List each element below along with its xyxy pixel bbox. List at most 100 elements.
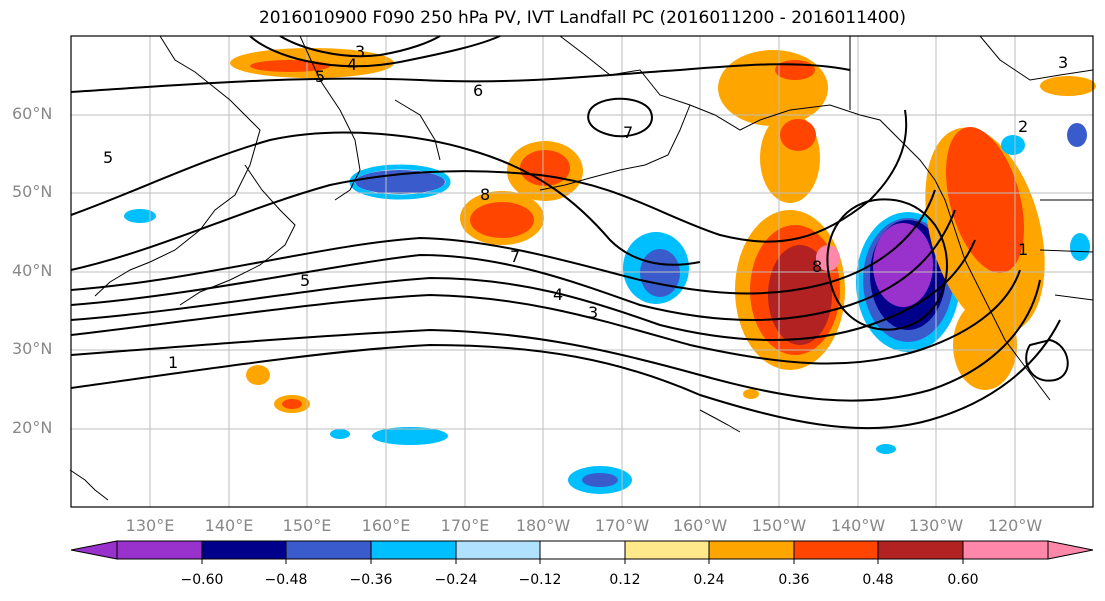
shade-negative-south-1: [372, 427, 448, 445]
shade-negative-south-3-core: [582, 473, 618, 487]
lat-label: 30°N: [12, 339, 53, 358]
contour-6: [70, 189, 936, 295]
lon-label: 130°W: [908, 516, 964, 535]
shade-negative-coast-small-3: [1067, 123, 1087, 147]
colorbar-cell: [201, 540, 287, 560]
lon-label: 160°W: [672, 516, 728, 535]
contour-label: 8: [480, 185, 490, 204]
contour-1: [70, 319, 1061, 430]
contour-label: 4: [347, 55, 357, 74]
colorbar-cell: [962, 540, 1049, 560]
shade-negative-coast-small: [1001, 135, 1025, 155]
lat-label: 60°N: [12, 104, 53, 123]
contour-label: 3: [1058, 53, 1068, 72]
contour-label: 2: [1018, 117, 1028, 136]
shade-negative-coast-small-2: [1070, 233, 1090, 261]
shade-positive-south-3: [743, 389, 759, 399]
shade-negative-kuril-outer: [349, 164, 451, 200]
colorbar-cell: [116, 540, 203, 560]
colorbar-cell: [708, 540, 795, 560]
contour-label: 1: [1018, 240, 1028, 259]
colorbar-cell: [877, 540, 964, 560]
map-frame: [70, 35, 1094, 508]
lon-label: 150°W: [751, 516, 807, 535]
colorbar-tick-label: 0.48: [862, 572, 894, 588]
colorbar: [70, 540, 1094, 564]
colorbar-cell: [285, 540, 372, 560]
lat-label: 40°N: [12, 261, 53, 280]
contour-cutoff: [1025, 338, 1069, 382]
lon-label: 120°W: [987, 516, 1043, 535]
lon-label: 150°E: [282, 516, 332, 535]
contour-label: 3: [355, 42, 365, 61]
contour-label: 6: [473, 81, 483, 100]
shade-positive-goa-mid-core: [780, 119, 816, 151]
contour-label: 8: [812, 257, 822, 276]
lat-label: 20°N: [12, 418, 53, 437]
shade-positive-coast-red: [946, 126, 1024, 274]
contour-5: [70, 209, 956, 321]
contour-north-6: [70, 63, 851, 93]
lon-label: 170°W: [594, 516, 650, 535]
lon-label: 170°E: [440, 516, 490, 535]
shade-positive-goa-north-core: [775, 60, 815, 80]
shade-positive-trough-dark: [768, 245, 832, 345]
shade-negative-central-core: [640, 249, 680, 297]
shade-positive-aleutian-n-core: [520, 150, 570, 186]
colorbar-tick-label: 0.36: [778, 572, 810, 588]
contour-north-4: [279, 35, 441, 58]
contour-north-5: [249, 35, 501, 68]
contour-2: [70, 279, 1041, 402]
contour-label: 4: [553, 285, 563, 304]
colorbar-cell: [455, 540, 541, 560]
shade-negative-ridge-purple: [873, 223, 933, 307]
map-title: 2016010900 F090 250 hPa PV, IVT Landfall…: [258, 8, 906, 28]
shade-positive-hudson: [1040, 76, 1096, 96]
contour-label: 5: [300, 271, 310, 290]
contour-label: 5: [103, 148, 113, 167]
contour-4: [70, 239, 976, 341]
colorbar-cell: [70, 540, 118, 560]
contour-label: 7: [510, 247, 520, 266]
shade-positive-coast-lower: [953, 300, 1017, 390]
shade-positive-south-2-core: [282, 399, 302, 409]
colorbar-tick-label: 0.60: [947, 572, 979, 588]
lon-label: 130°E: [125, 516, 175, 535]
colorbar-cell: [793, 540, 879, 560]
contour-label: 3: [588, 303, 598, 322]
colorbar-tick-label: −0.24: [434, 572, 478, 588]
colorbar-tick-label: −0.36: [349, 572, 393, 588]
shade-positive-aleutian-s-core: [470, 202, 534, 238]
colorbar-cell: [624, 540, 710, 560]
contour-aleutian-loop: [587, 97, 653, 138]
contour-8: [70, 131, 701, 266]
colorbar-cell: [539, 540, 626, 560]
contour-label: 5: [315, 67, 325, 86]
contour-3: [70, 269, 1021, 365]
shade-negative-south-2: [330, 429, 350, 439]
colorbar-tick-label: 0.12: [609, 572, 641, 588]
colorbar-tick-label: −0.12: [518, 572, 562, 588]
lat-label: 50°N: [12, 182, 53, 201]
lon-label: 140°W: [830, 516, 886, 535]
contour-label-layer: 1 3 4 5 5 5 4 3 6 7 7 8 8 2 1 3: [103, 42, 1068, 372]
colorbar-tick-label: 0.24: [693, 572, 725, 588]
shade-negative-japan: [124, 209, 156, 223]
lon-label: 140°E: [204, 516, 254, 535]
shade-negative-south-4: [876, 444, 896, 454]
colorbar-cell: [1047, 540, 1094, 560]
lon-label: 160°E: [361, 516, 411, 535]
colorbar-cell: [370, 540, 457, 560]
pv-contours: [70, 35, 1069, 430]
coastlines: [69, 35, 1094, 501]
shade-positive-south-1: [246, 365, 270, 385]
colorbar-tick-label: −0.60: [180, 572, 224, 588]
lon-label: 180°W: [515, 516, 571, 535]
contour-low: [826, 198, 948, 331]
contour-label: 1: [168, 353, 178, 372]
colorbar-tick-label: −0.48: [264, 572, 308, 588]
contour-label: 7: [623, 123, 633, 142]
shade-positive-arctic-core: [250, 60, 330, 72]
shading-layer: [124, 48, 1096, 494]
